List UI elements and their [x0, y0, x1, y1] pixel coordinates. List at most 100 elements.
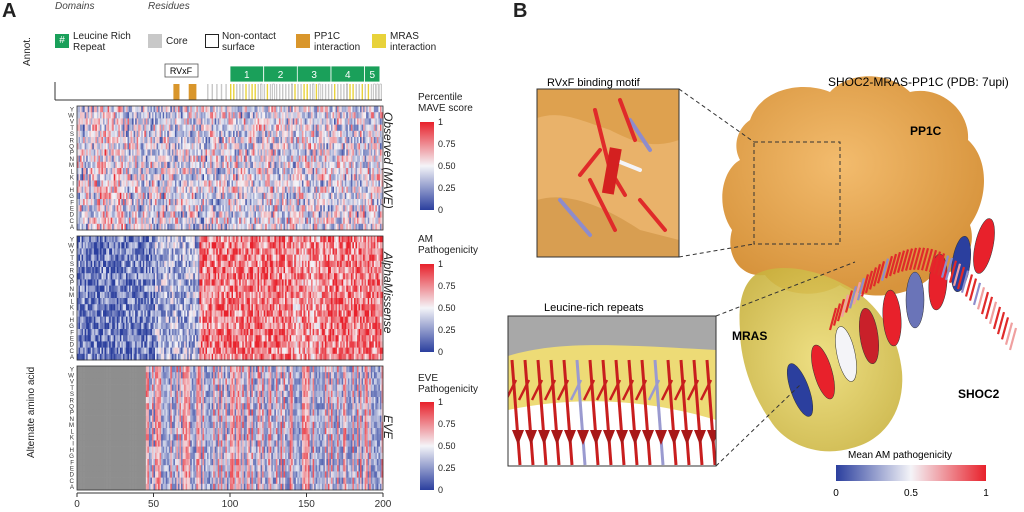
eve-colorbar	[420, 402, 434, 490]
struct-colorbar	[836, 465, 986, 481]
residue-mark	[261, 84, 262, 100]
annotation-ticks	[173, 84, 381, 100]
residue-mark	[239, 84, 240, 100]
aa-label: A	[70, 484, 75, 491]
residue-mark	[334, 84, 335, 100]
residue-mark	[310, 84, 311, 100]
eve-label: EVE	[381, 415, 395, 439]
residue-mark	[377, 84, 378, 100]
residue-mark	[319, 84, 320, 100]
heatmap-eve	[77, 366, 383, 490]
residue-mark	[307, 84, 308, 100]
residue-mark	[303, 84, 304, 100]
residue-mark	[356, 84, 357, 100]
lrr-inset	[506, 316, 719, 466]
residue-mark	[245, 84, 246, 100]
shoc2-strand	[1006, 323, 1012, 345]
residue-mark	[340, 84, 341, 100]
residue-mark	[267, 84, 268, 100]
x-tick-label: 150	[298, 499, 315, 510]
x-tick-label: 200	[375, 499, 392, 510]
rvxf-inset	[537, 89, 679, 257]
lrr-domain-number: 4	[345, 70, 351, 81]
lrr-domain-number: 2	[278, 70, 284, 81]
residue-mark	[331, 84, 332, 100]
residue-mark	[279, 84, 280, 100]
annot-axis-label: Annot.	[22, 37, 33, 66]
residue-mark	[216, 84, 217, 100]
residue-mark	[248, 84, 249, 100]
residue-mark	[374, 84, 375, 100]
aa-label: A	[70, 224, 75, 231]
residue-mark	[316, 84, 317, 100]
residue-mark	[343, 84, 344, 100]
noncontact-legend-swatch	[205, 34, 219, 48]
heatmap-observed	[77, 106, 383, 230]
residue-mark	[365, 84, 366, 100]
struct-cbar-title: Mean AM pathogenicity	[848, 450, 952, 461]
residue-mark	[207, 84, 208, 100]
panel-a-letter: A	[2, 0, 16, 23]
residue-mark	[258, 84, 259, 100]
residue-mark	[349, 84, 350, 100]
heatmap-panels: YWVTSRQPNMLKIHGFEDCAYWVTSRQPNMLKIHGFEDCA…	[36, 100, 406, 512]
heatmap-alphamissense	[77, 236, 383, 360]
mave-colorbar	[420, 122, 434, 210]
residue-mark	[212, 84, 213, 100]
residue-mark	[230, 84, 231, 100]
residue-mark	[346, 84, 347, 100]
residue-mark	[291, 84, 292, 100]
aa-label: A	[70, 354, 75, 361]
residue-mark	[368, 84, 369, 100]
mras-label: MRAS	[732, 329, 767, 343]
lrr-legend-swatch: #	[55, 34, 69, 48]
residue-mark	[352, 84, 353, 100]
residue-mark	[313, 84, 314, 100]
domains-legend-title: Domains	[55, 1, 94, 12]
residue-mark	[371, 84, 372, 100]
residue-mark	[297, 84, 298, 100]
residue-mark	[337, 84, 338, 100]
residue-mark	[225, 84, 226, 100]
shoc2-strand	[990, 302, 996, 324]
residue-mark	[285, 84, 286, 100]
residue-mark	[242, 84, 243, 100]
shoc2-strand	[994, 307, 1000, 329]
residue-mark	[255, 84, 256, 100]
residue-mark	[300, 84, 301, 100]
structure-title: SHOC2-MRAS-PP1C (PDB: 7upi)	[828, 75, 1009, 89]
pp1c-interaction-mark	[189, 84, 197, 100]
rvxf-label: RVxF	[170, 66, 193, 76]
shoc2-helix	[969, 217, 998, 276]
residue-mark	[251, 84, 252, 100]
struct-cbar-tick-0: 0	[833, 488, 839, 499]
shoc2-strand	[998, 312, 1004, 334]
residue-mark	[276, 84, 277, 100]
alphamissense-label: AlphaMissense	[381, 252, 395, 333]
x-tick-label: 100	[222, 499, 239, 510]
shoc2-label: SHOC2	[958, 387, 1000, 401]
residues-legend-title: Residues	[148, 1, 190, 12]
residue-mark	[328, 84, 329, 100]
heatmap-aa-labels: YWVTSRQPNMLKIHGFEDCAYWVTSRQPNMLKIHGFEDCA…	[68, 106, 75, 491]
heatmap-x-axis: 0 50 100 150 200	[74, 493, 392, 510]
residue-mark	[221, 84, 222, 100]
residue-mark	[273, 84, 274, 100]
am-colorbar	[420, 264, 434, 352]
core-legend-label: Core	[166, 36, 188, 47]
residue-mark	[294, 84, 295, 100]
x-tick-label: 50	[148, 499, 160, 510]
shoc2-helix	[906, 272, 924, 328]
struct-cbar-tick-2: 1	[983, 488, 989, 499]
residue-mark	[380, 84, 381, 100]
x-tick-label: 0	[74, 499, 80, 510]
